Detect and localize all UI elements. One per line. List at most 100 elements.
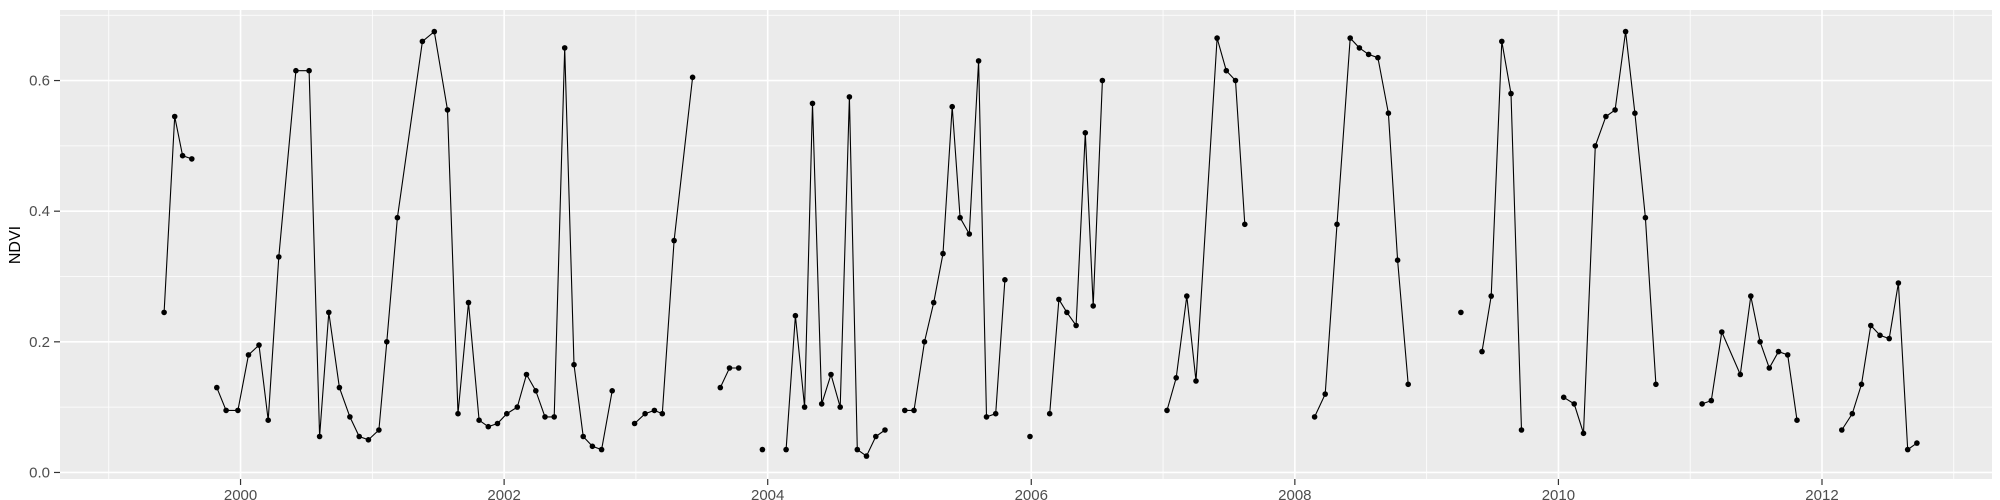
data-point bbox=[1914, 440, 1920, 446]
data-point bbox=[1347, 35, 1353, 41]
data-point bbox=[551, 414, 557, 420]
data-point bbox=[1099, 77, 1106, 84]
data-point bbox=[1766, 365, 1773, 371]
data-point bbox=[580, 433, 586, 440]
data-point bbox=[1877, 332, 1883, 339]
data-point bbox=[1886, 335, 1892, 342]
data-point bbox=[671, 237, 677, 244]
data-point bbox=[1002, 277, 1008, 283]
data-point bbox=[514, 404, 521, 410]
data-point bbox=[1592, 143, 1599, 149]
data-point bbox=[1499, 38, 1505, 45]
data-point bbox=[818, 401, 825, 407]
x-axis-tick-label: 2000 bbox=[224, 487, 257, 500]
data-point bbox=[235, 407, 241, 414]
data-point bbox=[1394, 257, 1401, 264]
data-point bbox=[223, 407, 229, 414]
data-point bbox=[1622, 28, 1629, 35]
data-point bbox=[561, 45, 568, 51]
data-point bbox=[189, 156, 195, 162]
data-point bbox=[265, 417, 272, 424]
data-point bbox=[419, 38, 426, 45]
data-point bbox=[1184, 293, 1190, 299]
data-point bbox=[1775, 348, 1782, 355]
data-point bbox=[1090, 303, 1096, 309]
data-point bbox=[1748, 293, 1754, 299]
data-point bbox=[1839, 427, 1845, 433]
data-point bbox=[571, 361, 577, 368]
data-point bbox=[911, 407, 917, 414]
data-point bbox=[384, 339, 390, 345]
data-point bbox=[276, 254, 282, 260]
data-point bbox=[975, 58, 982, 64]
data-point bbox=[256, 342, 262, 348]
data-point bbox=[1580, 430, 1587, 437]
data-point bbox=[801, 404, 808, 410]
data-point bbox=[504, 410, 510, 417]
data-point bbox=[828, 371, 834, 378]
data-point bbox=[1632, 110, 1638, 116]
data-point bbox=[1858, 381, 1865, 388]
y-axis-tick-label: 0.2 bbox=[29, 334, 50, 351]
series-line bbox=[785, 96, 886, 457]
data-point bbox=[1405, 381, 1411, 388]
data-point bbox=[494, 420, 501, 427]
data-point bbox=[431, 28, 438, 35]
data-point bbox=[717, 384, 724, 391]
x-axis-tick-label: 2012 bbox=[1805, 487, 1838, 500]
series-line bbox=[1563, 31, 1657, 434]
data-point bbox=[365, 437, 372, 443]
data-point bbox=[336, 384, 343, 391]
data-point bbox=[523, 371, 530, 378]
data-point bbox=[455, 410, 461, 417]
data-point bbox=[609, 388, 615, 394]
data-point bbox=[940, 250, 946, 257]
data-point bbox=[1904, 446, 1911, 453]
data-point bbox=[394, 214, 401, 221]
data-point bbox=[1223, 67, 1230, 74]
data-point bbox=[306, 67, 312, 74]
data-point bbox=[1232, 77, 1239, 84]
data-point bbox=[1073, 322, 1079, 329]
series-line bbox=[1314, 36, 1409, 418]
data-point bbox=[873, 433, 879, 440]
data-point bbox=[1356, 45, 1363, 51]
data-point bbox=[1784, 352, 1791, 358]
data-point bbox=[444, 107, 451, 113]
data-point bbox=[1737, 371, 1744, 378]
data-point bbox=[783, 446, 789, 453]
data-point bbox=[1027, 433, 1033, 440]
data-point bbox=[809, 100, 816, 107]
data-point bbox=[1794, 417, 1800, 424]
x-axis-tick-label: 2004 bbox=[751, 487, 784, 500]
x-axis-tick-label: 2002 bbox=[487, 487, 520, 500]
data-point bbox=[533, 388, 539, 394]
data-point bbox=[651, 407, 658, 414]
data-point bbox=[1508, 90, 1514, 97]
data-point bbox=[214, 384, 220, 391]
data-point bbox=[1242, 221, 1248, 228]
data-point bbox=[1757, 339, 1763, 345]
data-point bbox=[659, 410, 666, 417]
data-point bbox=[1849, 410, 1856, 417]
data-point bbox=[1518, 427, 1525, 433]
data-point bbox=[1365, 51, 1372, 58]
data-point bbox=[1214, 35, 1220, 41]
data-point bbox=[1458, 309, 1464, 316]
data-point bbox=[465, 299, 472, 306]
data-point bbox=[171, 113, 178, 120]
data-point bbox=[1560, 394, 1567, 401]
y-axis-tick-label: 0.0 bbox=[29, 464, 50, 481]
data-point bbox=[992, 410, 999, 417]
data-point bbox=[1895, 280, 1902, 286]
data-point bbox=[792, 312, 799, 319]
data-point bbox=[1699, 401, 1705, 407]
data-point bbox=[726, 365, 733, 371]
data-point bbox=[179, 152, 186, 159]
data-point bbox=[837, 404, 843, 410]
data-point bbox=[1612, 107, 1618, 113]
series-line bbox=[163, 116, 192, 313]
data-point bbox=[293, 67, 299, 74]
